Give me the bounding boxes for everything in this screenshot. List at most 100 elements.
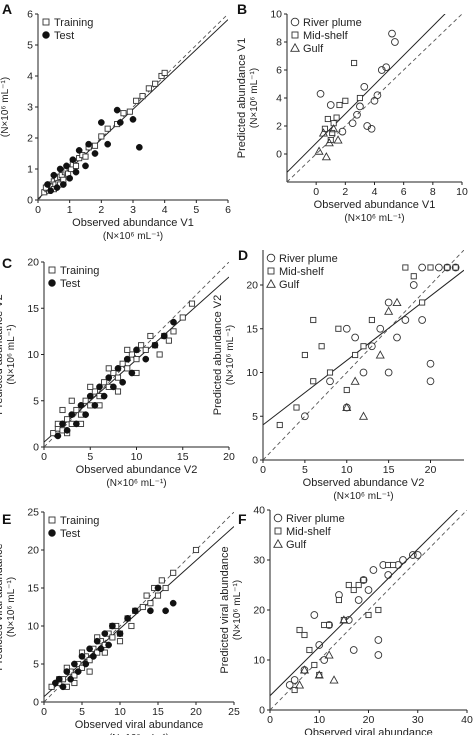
- series-gulf: [294, 615, 349, 689]
- x-axis-unit: (N×10⁶ mL⁻¹): [106, 478, 166, 489]
- data-point: [350, 376, 360, 385]
- series-test: [54, 318, 177, 440]
- data-point: [44, 181, 51, 188]
- data-point: [165, 337, 172, 344]
- panel-label: C: [2, 255, 12, 271]
- x-tick-label: 0: [41, 706, 47, 718]
- data-point: [109, 634, 116, 641]
- x-tick-label: 15: [383, 464, 395, 476]
- data-point: [124, 615, 131, 622]
- data-point: [59, 406, 66, 414]
- data-point: [418, 263, 426, 272]
- legend-label: Mid-shelf: [286, 526, 332, 538]
- data-point: [339, 615, 349, 624]
- data-point: [296, 626, 303, 634]
- panel-a: A 0 1 2 3 4 5 6 0 1 2 3 4 5 6 Observed abundance V1 (N×1…: [0, 1, 231, 242]
- data-point: [329, 124, 339, 133]
- data-point: [48, 683, 55, 690]
- series-gulf: [342, 297, 402, 420]
- data-point: [333, 135, 343, 144]
- data-point: [382, 63, 391, 72]
- legend-label: Gulf: [286, 539, 307, 551]
- legend-marker: [266, 253, 276, 263]
- data-point: [335, 325, 342, 332]
- legend-label: Gulf: [279, 279, 300, 291]
- data-point: [142, 346, 149, 353]
- data-point: [128, 369, 136, 377]
- data-point: [82, 153, 89, 160]
- data-point: [375, 350, 385, 359]
- data-point: [91, 150, 99, 157]
- data-point: [133, 346, 140, 354]
- panel-c: C 0 5 10 15 20 0 5 10 15 20 Observed abundance V2 (N…: [0, 255, 235, 489]
- data-point: [369, 566, 378, 574]
- data-point: [91, 388, 98, 395]
- x-tick-label: 3: [130, 204, 136, 216]
- data-point: [356, 102, 364, 111]
- data-point: [299, 665, 310, 674]
- data-point: [354, 596, 363, 604]
- x-tick-label: 10: [313, 714, 325, 726]
- data-point: [114, 365, 122, 372]
- data-point: [162, 584, 169, 592]
- data-point: [138, 342, 145, 349]
- data-point: [188, 300, 196, 307]
- data-point: [352, 351, 359, 359]
- data-point: [90, 653, 97, 660]
- series-mid-shelf: [291, 561, 397, 694]
- data-point: [360, 343, 367, 350]
- x-tick-label: 4: [162, 204, 168, 216]
- series-training: [48, 546, 200, 690]
- legend-marker: [291, 31, 299, 39]
- data-point: [105, 365, 112, 372]
- data-point: [314, 670, 324, 679]
- data-point: [74, 668, 82, 675]
- data-point: [69, 156, 77, 164]
- data-point: [408, 551, 417, 559]
- x-axis-unit: (N×10⁶ mL⁻¹): [344, 213, 404, 224]
- panel-e: E 0 5 10 15 20 25 0 5 10 15 20 25 Observed viral abun…: [0, 507, 240, 740]
- data-point: [338, 127, 347, 136]
- x-axis-label: Observed abundance V1: [72, 217, 194, 229]
- data-point: [444, 264, 451, 271]
- data-point: [315, 641, 324, 649]
- y-axis-label: Predicted viral abundance: [219, 546, 231, 673]
- x-tick-label: 40: [461, 714, 473, 726]
- data-point: [59, 683, 67, 691]
- data-point: [59, 420, 66, 428]
- x-axis-label: Observed abundance V2: [76, 464, 198, 476]
- x-tick-label: 0: [267, 714, 273, 726]
- x-tick-label: 0: [260, 464, 266, 476]
- data-point: [326, 369, 334, 376]
- data-point: [384, 571, 393, 579]
- y-tick-label: 6: [276, 65, 282, 77]
- x-tick-label: 10: [341, 464, 353, 476]
- data-point: [105, 641, 112, 649]
- x-tick-label: 8: [430, 186, 436, 198]
- y-tick-label: 1: [27, 164, 33, 176]
- data-point: [326, 621, 333, 629]
- x-tick-label: 6: [401, 186, 407, 198]
- legend-marker: [290, 17, 300, 27]
- data-point: [342, 97, 349, 104]
- x-axis-unit: (N×10⁶ mL⁻¹): [333, 491, 393, 502]
- x-tick-label: 20: [363, 714, 375, 726]
- series-test: [44, 106, 143, 195]
- data-point: [360, 576, 367, 584]
- data-point: [301, 412, 309, 421]
- data-point: [355, 581, 362, 589]
- data-point: [301, 351, 308, 359]
- series-gulf: [314, 124, 343, 161]
- data-point: [78, 664, 86, 671]
- x-tick-label: 20: [223, 451, 235, 463]
- data-point: [100, 392, 108, 400]
- y-axis-unit: (N×10⁶ mL⁻¹): [225, 325, 236, 385]
- data-point: [91, 402, 99, 409]
- y-axis-unit: (N×10⁶ mL⁻¹): [6, 324, 17, 384]
- data-point: [162, 607, 169, 615]
- data-point: [376, 324, 385, 333]
- data-point: [359, 368, 368, 377]
- data-point: [68, 397, 75, 404]
- data-point: [335, 596, 343, 604]
- x-axis-label: Observed viral abundance: [75, 719, 203, 731]
